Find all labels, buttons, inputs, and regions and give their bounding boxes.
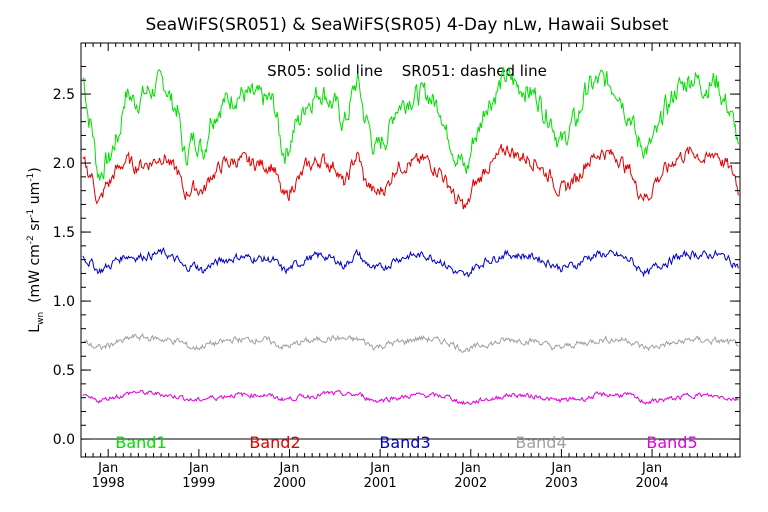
- x-tick-label-month: Jan: [97, 461, 118, 476]
- chart-title: SeaWiFS(SR051) & SeaWiFS(SR05) 4-Day nLw…: [145, 15, 668, 35]
- y-tick-label: 2.0: [53, 156, 75, 172]
- x-tick-label-year: 1999: [182, 476, 215, 491]
- x-tick-label-month: Jan: [550, 461, 571, 476]
- y-axis-label-end: ): [27, 167, 43, 172]
- y-axis-label-main: L: [27, 325, 43, 333]
- y-axis: 0.0 0.5 1.0 1.5 2.0 2.5: [53, 65, 740, 448]
- y-axis-label-mid2: um: [27, 182, 43, 209]
- series-line-band5: [82, 389, 739, 406]
- series-line-band4: [82, 332, 739, 354]
- series-line-band2: [82, 143, 739, 210]
- x-tick-label-year: 2003: [545, 476, 578, 491]
- y-axis-label: Lwn (mW cm-2 sr-1 um-1): [26, 167, 46, 332]
- x-tick-label-month: Jan: [369, 461, 390, 476]
- x-tick-label-year: 2001: [364, 476, 397, 491]
- x-tick-label-month: Jan: [188, 461, 209, 476]
- y-tick-label: 1.5: [53, 225, 75, 241]
- x-tick-label-year: 2004: [636, 476, 669, 491]
- legend-label-band3: Band3: [379, 433, 430, 452]
- x-axis: Jan1998Jan1999Jan2000Jan2001Jan2002Jan20…: [85, 43, 736, 491]
- y-axis-label-exp2: -1: [26, 209, 36, 218]
- series-line-band1: [82, 67, 739, 181]
- y-tick-label: 2.5: [53, 87, 75, 103]
- x-tick-label-month: Jan: [460, 461, 481, 476]
- legend-label-band5: Band5: [646, 433, 697, 452]
- y-axis-label-units: (mW cm: [27, 244, 43, 303]
- series-line-band3: [82, 247, 739, 278]
- legend-label-band1: Band1: [115, 433, 166, 452]
- y-axis-label-mid: sr: [27, 217, 43, 235]
- x-tick-label-month: Jan: [641, 461, 662, 476]
- x-tick-label-year: 2002: [454, 476, 487, 491]
- svg-text:Lwn (mW cm-2 sr-1 um-1): Lwn (mW cm-2 sr-1 um-1): [26, 167, 46, 332]
- x-tick-label-year: 2000: [273, 476, 306, 491]
- x-tick-label-month: Jan: [278, 461, 299, 476]
- y-tick-label: 0.5: [53, 363, 75, 379]
- legend-label-band4: Band4: [515, 433, 566, 452]
- y-axis-label-exp3: -1: [26, 173, 36, 182]
- legend-label-band2: Band2: [249, 433, 300, 452]
- chart-subtitle: SR05: solid line SR051: dashed line: [267, 62, 547, 80]
- series-layer: [82, 67, 739, 406]
- y-tick-label: 0.0: [53, 432, 75, 448]
- y-axis-label-sub: wn: [36, 312, 46, 325]
- y-axis-label-exp1: -2: [26, 235, 36, 244]
- x-tick-label-year: 1998: [92, 476, 125, 491]
- y-tick-label: 1.0: [53, 294, 75, 310]
- legend: Band1 Band2 Band3 Band4 Band5: [115, 433, 697, 452]
